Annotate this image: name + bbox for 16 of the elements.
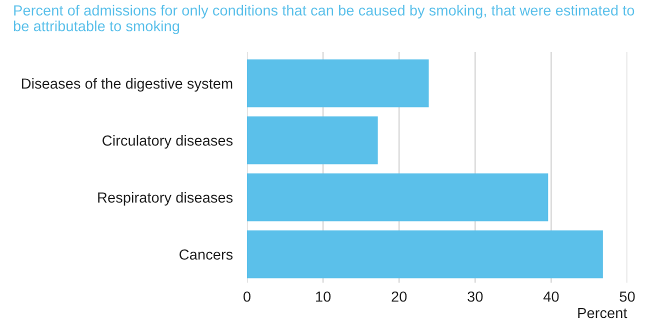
y-tick-label: Cancers xyxy=(180,249,233,260)
x-tick-label: 40 xyxy=(543,291,559,302)
bar xyxy=(247,173,548,222)
x-tick-label: 10 xyxy=(316,291,331,302)
chart-title: Percent of admissions for only conditions that can be caused by smoking, that were estimated to be attributable to smoking xyxy=(14,4,634,34)
y-tick-label: Circulatory diseases xyxy=(102,135,233,149)
y-tick-label: Diseases of the digestive system xyxy=(22,78,232,92)
bar xyxy=(247,116,378,164)
x-tick-label: 0 xyxy=(244,291,250,302)
bar xyxy=(247,59,429,108)
bar xyxy=(247,230,603,278)
x-tick-label: 30 xyxy=(468,291,483,302)
x-axis-title: Percent xyxy=(578,308,628,318)
y-tick-label: Respiratory diseases xyxy=(98,192,233,206)
x-tick-label: 50 xyxy=(620,291,635,302)
x-tick-label: 20 xyxy=(392,291,407,302)
